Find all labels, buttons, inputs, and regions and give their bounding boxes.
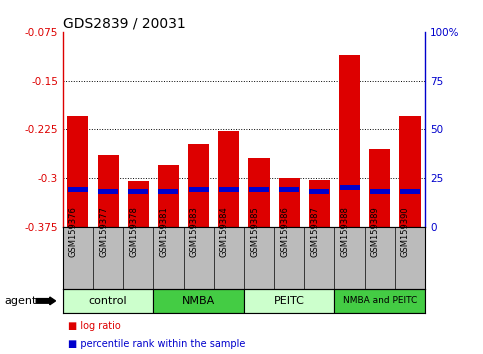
Bar: [399, 116, 421, 227]
Bar: [248, 159, 270, 227]
Bar: [369, 189, 390, 194]
Text: GSM159377: GSM159377: [99, 206, 108, 257]
Bar: [340, 185, 360, 190]
Bar: [309, 189, 329, 194]
Bar: [249, 187, 269, 192]
Text: agent: agent: [5, 296, 37, 306]
Bar: [188, 144, 209, 227]
Bar: [68, 187, 88, 192]
Bar: [334, 289, 425, 313]
Bar: [279, 178, 300, 227]
Text: ■ log ratio: ■ log ratio: [68, 321, 120, 331]
Text: GSM159385: GSM159385: [250, 206, 259, 257]
Bar: [158, 165, 179, 227]
Bar: [98, 155, 119, 227]
Text: PEITC: PEITC: [274, 296, 305, 306]
Text: ■ percentile rank within the sample: ■ percentile rank within the sample: [68, 339, 245, 349]
Text: GSM159390: GSM159390: [401, 206, 410, 257]
Text: control: control: [89, 296, 128, 306]
Text: GSM159383: GSM159383: [190, 206, 199, 257]
Bar: [244, 289, 334, 313]
Bar: [218, 131, 240, 227]
Text: GSM159386: GSM159386: [280, 206, 289, 257]
Text: GSM159389: GSM159389: [371, 206, 380, 257]
Bar: [158, 189, 179, 194]
Text: NMBA and PEITC: NMBA and PEITC: [342, 296, 417, 306]
Text: GDS2839 / 20031: GDS2839 / 20031: [63, 17, 185, 31]
Bar: [279, 187, 299, 192]
Bar: [339, 55, 360, 227]
Bar: [63, 289, 154, 313]
Text: GSM159381: GSM159381: [159, 206, 169, 257]
Bar: [369, 149, 390, 227]
Bar: [188, 187, 209, 192]
Text: GSM159387: GSM159387: [311, 206, 319, 257]
Bar: [128, 181, 149, 227]
Bar: [67, 116, 88, 227]
Text: GSM159378: GSM159378: [129, 206, 138, 257]
Bar: [98, 189, 118, 194]
Text: NMBA: NMBA: [182, 296, 215, 306]
Bar: [128, 189, 148, 194]
Bar: [400, 189, 420, 194]
Text: GSM159388: GSM159388: [341, 206, 350, 257]
Bar: [309, 180, 330, 227]
Bar: [154, 289, 244, 313]
Bar: [219, 187, 239, 192]
Text: GSM159376: GSM159376: [69, 206, 78, 257]
Text: GSM159384: GSM159384: [220, 206, 229, 257]
